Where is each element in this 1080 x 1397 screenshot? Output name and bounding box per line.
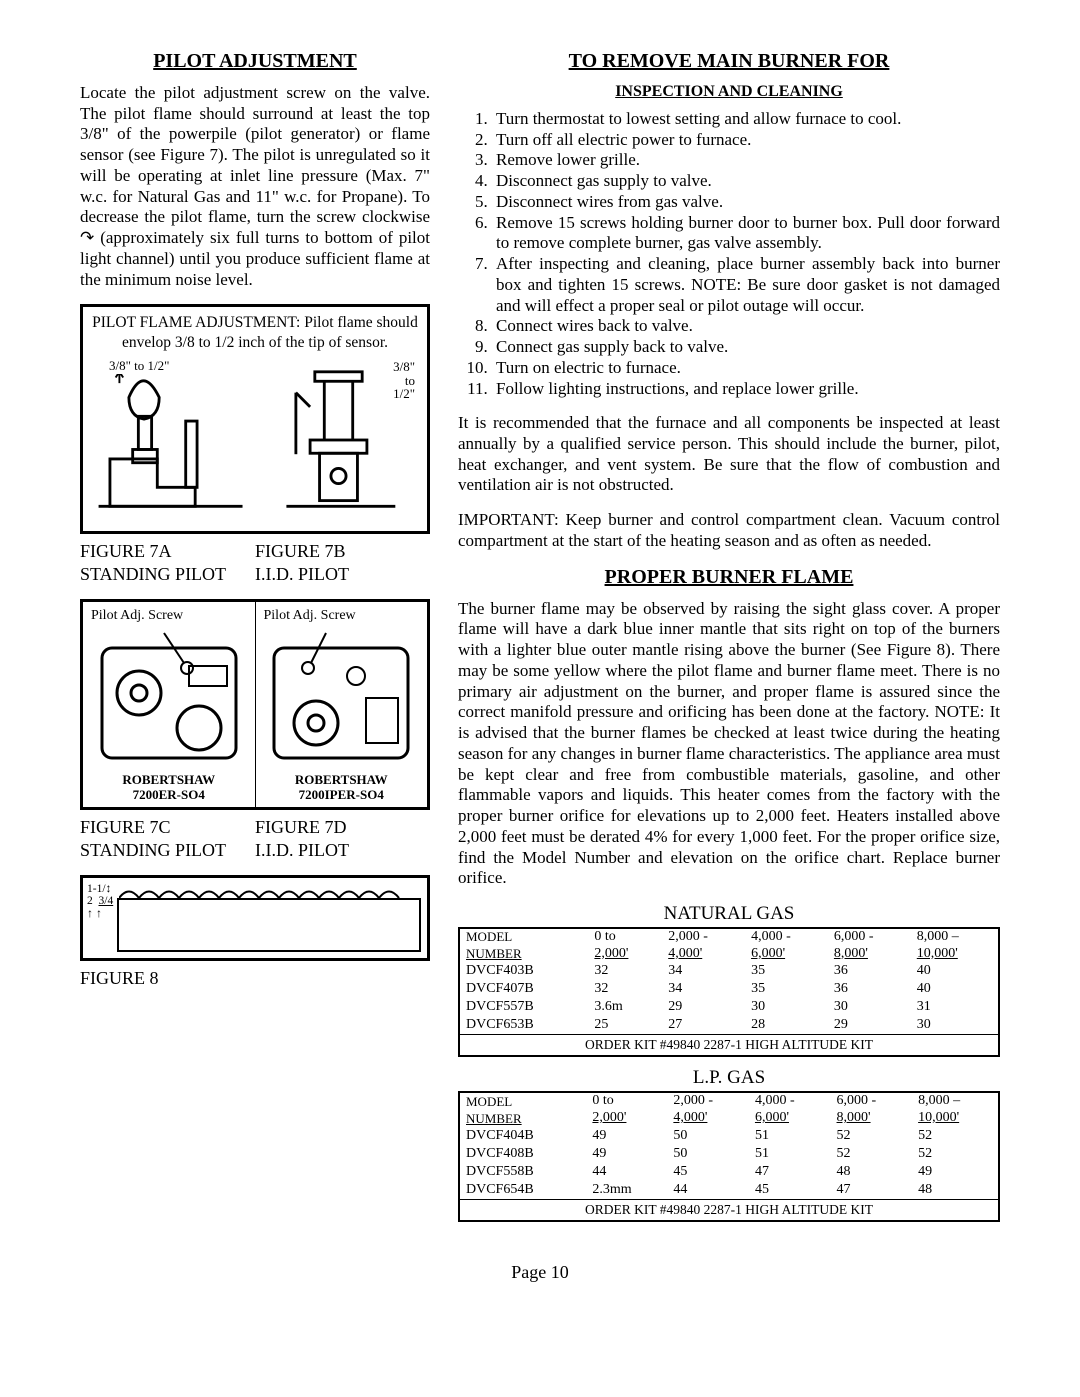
removal-step: Disconnect gas supply to valve. [492, 171, 1000, 192]
page-number: Page 10 [80, 1262, 1000, 1283]
pilot-adj-screw-label-right: Pilot Adj. Screw [256, 602, 428, 623]
fig7-note: PILOT FLAME ADJUSTMENT: Pilot flame shou… [91, 313, 419, 352]
annual-inspection-para: It is recommended that the furnace and a… [458, 413, 1000, 496]
pilot-adjustment-heading: PILOT ADJUSTMENT [80, 50, 430, 73]
fig8-label: FIGURE 8 [80, 968, 159, 988]
lp-gas-title: L.P. GAS [458, 1067, 1000, 1089]
figure-7ab-box: PILOT FLAME ADJUSTMENT: Pilot flame shou… [80, 304, 430, 534]
removal-step: Turn on electric to furnace. [492, 358, 1000, 379]
proper-burner-flame-para: The burner flame may be observed by rais… [458, 599, 1000, 889]
fig8-dim1: 1-1/ [87, 883, 106, 895]
fig7c-sub: STANDING PILOT [80, 840, 226, 860]
fig7a-label: FIGURE 7A [80, 541, 172, 561]
removal-step: Remove 15 screws holding burner door to … [492, 213, 1000, 254]
fig7a-sub: STANDING PILOT [80, 564, 226, 584]
valve-diagram-right [256, 623, 428, 773]
robertshaw-b-2: 7200IPER-SO4 [299, 787, 384, 802]
removal-step: Remove lower grille. [492, 150, 1000, 171]
fig7a-dimension: 3/8" to 1/2" [109, 358, 169, 374]
fig7d-label: FIGURE 7D [255, 817, 347, 837]
robertshaw-b-1: ROBERTSHAW [295, 772, 388, 787]
removal-step: Follow lighting instructions, and replac… [492, 379, 1000, 400]
figure-8-box: 1-1/↕ 2 3/4 ↑ ↑ [80, 875, 430, 961]
fig7b-sub: I.I.D. PILOT [255, 564, 349, 584]
pilot-adjustment-para: Locate the pilot adjustment screw on the… [80, 83, 430, 290]
removal-step: Disconnect wires from gas valve. [492, 192, 1000, 213]
removal-step: Connect wires back to valve. [492, 316, 1000, 337]
removal-step: After inspecting and cleaning, place bur… [492, 254, 1000, 316]
pilot-adj-screw-label-left: Pilot Adj. Screw [83, 602, 255, 623]
important-clean-para: IMPORTANT: Keep burner and control compa… [458, 510, 1000, 551]
valve-diagram-left [83, 623, 255, 773]
proper-burner-flame-heading: PROPER BURNER FLAME [458, 566, 1000, 589]
lp-gas-table: MODEL0 to2,000 -4,000 -6,000 -8,000 –NUM… [458, 1091, 1000, 1221]
fig7b-label: FIGURE 7B [255, 541, 346, 561]
natural-gas-title: NATURAL GAS [458, 903, 1000, 925]
natural-gas-table: MODEL0 to2,000 -4,000 -6,000 -8,000 –NUM… [458, 927, 1000, 1057]
removal-step: Turn thermostat to lowest setting and al… [492, 109, 1000, 130]
figure-7cd-box: Pilot Adj. Screw ROBERTS [80, 599, 430, 810]
removal-steps-list: Turn thermostat to lowest setting and al… [458, 109, 1000, 399]
removal-step: Turn off all electric power to furnace. [492, 130, 1000, 151]
standing-pilot-diagram [91, 360, 252, 520]
fig7d-sub: I.I.D. PILOT [255, 840, 349, 860]
removal-step: Connect gas supply back to valve. [492, 337, 1000, 358]
fig7b-dim-3: 1/2" [393, 386, 415, 401]
inspection-cleaning-sub: INSPECTION AND CLEANING [458, 83, 1000, 101]
remove-burner-heading: TO REMOVE MAIN BURNER FOR [458, 50, 1000, 73]
robertshaw-a-2: 7200ER-SO4 [133, 787, 205, 802]
robertshaw-a-1: ROBERTSHAW [122, 772, 215, 787]
fig7c-label: FIGURE 7C [80, 817, 171, 837]
